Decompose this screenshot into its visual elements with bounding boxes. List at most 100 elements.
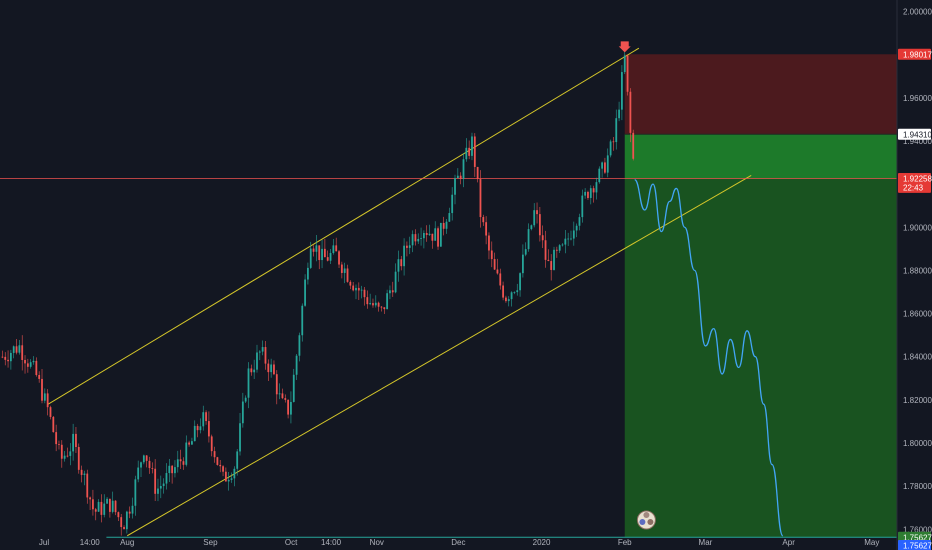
candle-body <box>493 259 496 270</box>
candle-body <box>151 468 154 469</box>
x-tick-label: Feb <box>618 538 632 547</box>
candle-body <box>479 179 482 218</box>
candle-body <box>4 356 7 360</box>
candle-body <box>188 442 191 445</box>
candle-body <box>264 347 267 364</box>
candle-body <box>609 141 612 156</box>
candle-body <box>507 299 510 302</box>
candle-body <box>227 479 230 482</box>
y-tick-label: 1.90000 <box>903 223 932 232</box>
candle-body <box>174 467 176 474</box>
price-tag-label: 1.98017 <box>903 50 932 59</box>
candle-body <box>451 194 454 214</box>
candle-body <box>247 368 250 398</box>
candle-body <box>230 478 233 480</box>
y-tick-label: 2.00000 <box>903 8 932 17</box>
candle-body <box>244 397 247 402</box>
channel-upper-line <box>47 47 640 405</box>
candle-body <box>544 240 547 260</box>
candle-body <box>490 250 493 260</box>
candle-body <box>488 235 490 251</box>
candle-body <box>567 238 570 240</box>
candle-body <box>216 457 219 465</box>
candle-body <box>21 345 24 360</box>
candle-body <box>77 446 80 470</box>
candle-body <box>377 302 380 307</box>
candle-body <box>52 416 55 433</box>
candle-body <box>425 233 428 235</box>
candle-body <box>120 517 123 528</box>
candle-body <box>55 432 58 445</box>
candle-body <box>86 473 89 498</box>
price-tag-label: 1.92258 <box>903 174 932 183</box>
price-axis-panel[interactable] <box>897 0 932 550</box>
candle-body <box>250 368 253 373</box>
candle-body <box>125 511 128 530</box>
price-tag <box>898 128 931 140</box>
candle-body <box>171 465 174 474</box>
candle-body <box>9 352 12 362</box>
candle-body <box>352 285 355 291</box>
candle-body <box>516 290 519 293</box>
event-badge[interactable] <box>636 510 656 530</box>
candle-body <box>281 393 284 399</box>
candle-body <box>323 248 326 258</box>
candle-body <box>134 479 137 506</box>
y-tick-label: 1.96000 <box>903 94 932 103</box>
x-tick-label: Mar <box>699 538 713 547</box>
candle-body <box>530 225 533 230</box>
candle-body <box>524 249 527 255</box>
candle-body <box>83 473 86 475</box>
candle-body <box>420 238 422 239</box>
candle-body <box>618 109 620 119</box>
candle-body <box>403 245 405 267</box>
candle-body <box>389 290 391 294</box>
candle-body <box>154 468 157 494</box>
candle-body <box>357 287 360 291</box>
candle-body <box>46 393 49 408</box>
candle-body <box>137 467 140 480</box>
projection-path <box>634 179 784 537</box>
candle-body <box>165 473 168 484</box>
candle-body <box>140 462 142 468</box>
candle-body <box>304 279 306 306</box>
candle-body <box>185 442 188 465</box>
candle-body <box>482 217 485 223</box>
x-tick-label: May <box>864 538 879 547</box>
candle-body <box>550 261 553 270</box>
candle-body <box>38 375 41 379</box>
candle-body <box>162 483 165 487</box>
candle-body <box>114 500 117 513</box>
candle-body <box>142 455 145 463</box>
candle-body <box>290 401 292 415</box>
candle-body <box>338 251 340 265</box>
candle-body <box>103 503 106 515</box>
candle-body <box>284 398 287 400</box>
candle-body <box>117 512 120 518</box>
candle-body <box>394 271 397 293</box>
candle-body <box>182 461 185 465</box>
candle-body <box>555 249 558 251</box>
candle-body <box>570 238 572 240</box>
candle-body <box>386 293 389 310</box>
x-tick-label: 14:00 <box>321 538 342 547</box>
event-flag-icon <box>639 519 646 525</box>
candle-body <box>258 351 261 353</box>
candle-body <box>94 509 97 512</box>
x-tick-label: Sep <box>203 538 218 547</box>
x-tick-label: Dec <box>451 538 465 547</box>
x-tick-label: Oct <box>285 538 298 547</box>
candle-body <box>278 393 281 395</box>
candles <box>1 45 635 536</box>
candle-body <box>315 245 318 252</box>
event-head-icon <box>643 512 650 518</box>
y-tick-label: 1.80000 <box>903 439 932 448</box>
candle-body <box>538 214 541 236</box>
candle-body <box>468 147 471 156</box>
candle-body <box>239 423 241 452</box>
candle-body <box>372 303 374 306</box>
candle-body <box>128 511 131 514</box>
candle-body <box>148 460 151 469</box>
candle-body <box>123 527 125 530</box>
